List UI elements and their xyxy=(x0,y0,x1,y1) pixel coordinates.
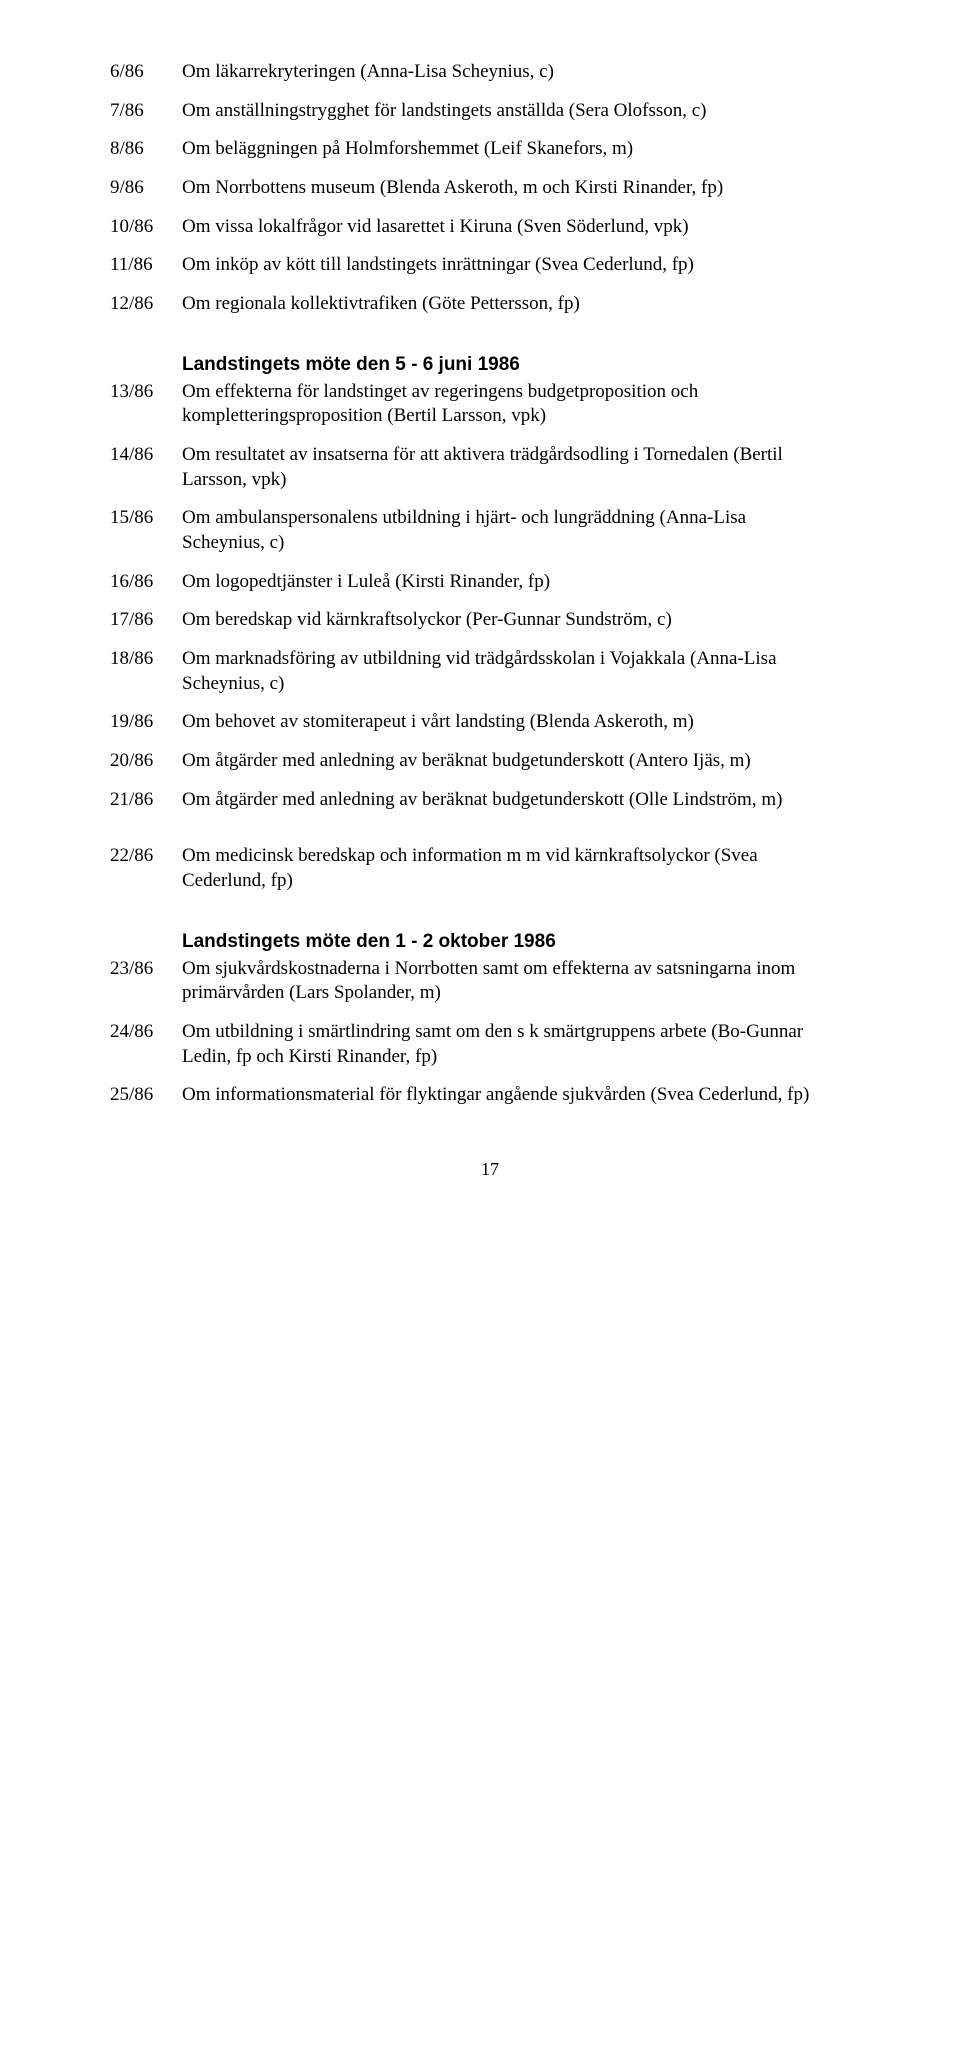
item-text: Om resultatet av insatserna för att akti… xyxy=(182,443,870,492)
item-number: 11/86 xyxy=(110,253,182,278)
item-number: 12/86 xyxy=(110,292,182,317)
item-text: Om marknadsföring av utbildning vid träd… xyxy=(182,647,870,696)
item-number: 20/86 xyxy=(110,749,182,774)
list-item: 11/86Om inköp av kött till landstingets … xyxy=(110,253,870,278)
item-text: Om åtgärder med anledning av beräknat bu… xyxy=(182,788,870,813)
item-number: 19/86 xyxy=(110,710,182,735)
list-item: 6/86Om läkarrekryteringen (Anna-Lisa Sch… xyxy=(110,60,870,85)
list-item: 25/86Om informationsmaterial för flyktin… xyxy=(110,1083,870,1108)
list-item: 17/86Om beredskap vid kärnkraftsolyckor … xyxy=(110,608,870,633)
list-item: 15/86Om ambulanspersonalens utbildning i… xyxy=(110,506,870,555)
item-text: Om åtgärder med anledning av beräknat bu… xyxy=(182,749,870,774)
item-number: 17/86 xyxy=(110,608,182,633)
item-text: Om Norrbottens museum (Blenda Askeroth, … xyxy=(182,176,870,201)
item-text: Om beläggningen på Holmforshemmet (Leif … xyxy=(182,137,870,162)
item-text: Om anställningstrygghet för landstingets… xyxy=(182,99,870,124)
item-text: Om ambulanspersonalens utbildning i hjär… xyxy=(182,506,870,555)
item-number: 21/86 xyxy=(110,788,182,813)
section-heading: Landstingets möte den 1 - 2 oktober 1986 xyxy=(182,930,870,955)
item-number: 14/86 xyxy=(110,443,182,492)
item-number: 8/86 xyxy=(110,137,182,162)
item-number: 18/86 xyxy=(110,647,182,696)
list-item: 12/86Om regionala kollektivtrafiken (Göt… xyxy=(110,292,870,317)
item-number: 24/86 xyxy=(110,1020,182,1069)
list-item: 18/86Om marknadsföring av utbildning vid… xyxy=(110,647,870,696)
list-item: 23/86Om sjukvårdskostnaderna i Norrbotte… xyxy=(110,957,870,1006)
list-item: 7/86Om anställningstrygghet för landstin… xyxy=(110,99,870,124)
list-item: 19/86Om behovet av stomiterapeut i vårt … xyxy=(110,710,870,735)
item-text: Om effekterna för landstinget av regerin… xyxy=(182,380,870,429)
item-number: 13/86 xyxy=(110,380,182,429)
item-text: Om informationsmaterial för flyktingar a… xyxy=(182,1083,870,1108)
item-text: Om inköp av kött till landstingets inrät… xyxy=(182,253,870,278)
list-item: 22/86Om medicinsk beredskap och informat… xyxy=(110,844,870,893)
item-text: Om behovet av stomiterapeut i vårt lands… xyxy=(182,710,870,735)
list-item: 24/86Om utbildning i smärtlindring samt … xyxy=(110,1020,870,1069)
item-number: 7/86 xyxy=(110,99,182,124)
item-text: Om medicinsk beredskap och information m… xyxy=(182,844,870,893)
item-number: 22/86 xyxy=(110,844,182,893)
list-item: 21/86Om åtgärder med anledning av beräkn… xyxy=(110,788,870,813)
item-number: 9/86 xyxy=(110,176,182,201)
item-number: 25/86 xyxy=(110,1083,182,1108)
section-heading: Landstingets möte den 5 - 6 juni 1986 xyxy=(182,353,870,378)
item-text: Om beredskap vid kärnkraftsolyckor (Per-… xyxy=(182,608,870,633)
list-item: 16/86Om logopedtjänster i Luleå (Kirsti … xyxy=(110,570,870,595)
list-item: 14/86Om resultatet av insatserna för att… xyxy=(110,443,870,492)
item-text: Om utbildning i smärtlindring samt om de… xyxy=(182,1020,870,1069)
list-item: 13/86Om effekterna för landstinget av re… xyxy=(110,380,870,429)
list-item: 9/86Om Norrbottens museum (Blenda Askero… xyxy=(110,176,870,201)
list-item: 10/86Om vissa lokalfrågor vid lasarettet… xyxy=(110,215,870,240)
item-number: 16/86 xyxy=(110,570,182,595)
item-number: 6/86 xyxy=(110,60,182,85)
list-item: 20/86Om åtgärder med anledning av beräkn… xyxy=(110,749,870,774)
item-number: 15/86 xyxy=(110,506,182,555)
page-number: 17 xyxy=(110,1158,870,1181)
item-text: Om vissa lokalfrågor vid lasarettet i Ki… xyxy=(182,215,870,240)
item-text: Om läkarrekryteringen (Anna-Lisa Scheyni… xyxy=(182,60,870,85)
list-item: 8/86Om beläggningen på Holmforshemmet (L… xyxy=(110,137,870,162)
item-number: 10/86 xyxy=(110,215,182,240)
item-text: Om logopedtjänster i Luleå (Kirsti Rinan… xyxy=(182,570,870,595)
item-text: Om sjukvårdskostnaderna i Norrbotten sam… xyxy=(182,957,870,1006)
item-text: Om regionala kollektivtrafiken (Göte Pet… xyxy=(182,292,870,317)
item-number: 23/86 xyxy=(110,957,182,1006)
